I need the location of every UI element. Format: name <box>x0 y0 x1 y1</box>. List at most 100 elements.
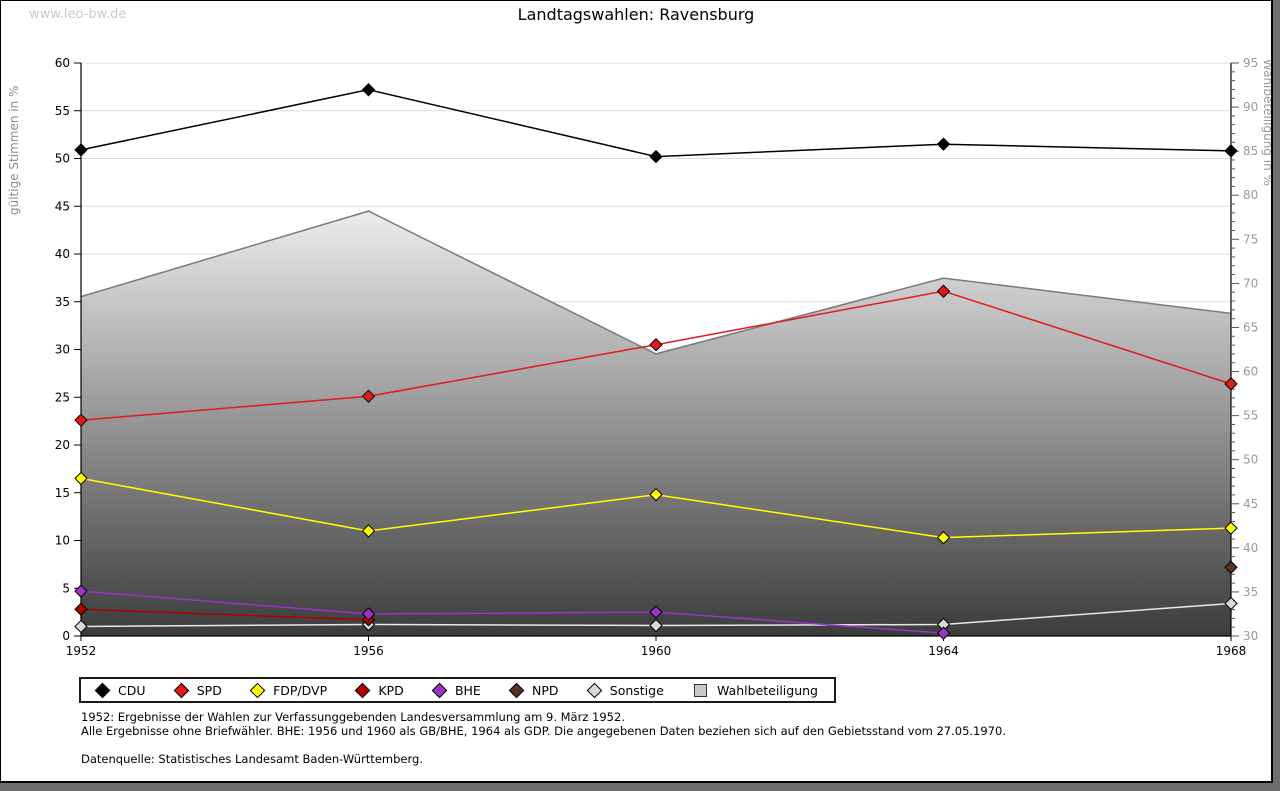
data-point <box>1224 521 1238 535</box>
legend-label: BHE <box>454 682 481 698</box>
svg-text:1964: 1964 <box>928 644 959 658</box>
cdu-diamond-icon <box>94 682 111 698</box>
data-point <box>649 487 663 502</box>
legend-item-fdp-dvp: FDP/DVP <box>249 682 328 698</box>
chart-legend: CDU SPD FDP/DVP KPD BHE NPD Sonstige Wah… <box>79 677 836 703</box>
svg-text:1956: 1956 <box>353 644 384 658</box>
svg-text:15: 15 <box>55 486 70 500</box>
right-axis-title: Wahlbeteiligung in % <box>1261 59 1271 186</box>
svg-text:1960: 1960 <box>641 644 672 658</box>
legend-item-cdu: CDU <box>94 682 146 698</box>
series-cdu <box>74 83 1238 164</box>
svg-text:90: 90 <box>1243 100 1258 114</box>
page-title: Landtagswahlen: Ravensburg <box>517 5 755 24</box>
data-point <box>1224 560 1238 574</box>
footnote-1952: 1952: Ergebnisse der Wahlen zur Verfassu… <box>81 710 625 724</box>
data-point <box>361 607 376 621</box>
data-point <box>649 149 663 164</box>
data-point <box>1224 377 1238 391</box>
data-point <box>361 83 376 97</box>
legend-label: Sonstige <box>609 682 664 698</box>
svg-text:45: 45 <box>55 199 70 213</box>
svg-text:30: 30 <box>1243 629 1258 643</box>
data-point <box>361 389 376 404</box>
data-point <box>74 143 88 157</box>
x-axis-ticks: 1952 1956 1960 1964 1968 <box>66 636 1247 658</box>
legend-label: Wahlbeteiligung <box>717 682 818 698</box>
legend-item-wahlbeteiligung: Wahlbeteiligung <box>694 683 818 698</box>
svg-text:35: 35 <box>55 295 70 309</box>
svg-text:85: 85 <box>1243 144 1258 158</box>
svg-text:35: 35 <box>1243 585 1258 599</box>
legend-label: CDU <box>118 682 146 698</box>
footnote-briefwaehler: Alle Ergebnisse ohne Briefwähler. BHE: 1… <box>81 724 1006 738</box>
legend-label: SPD <box>196 682 222 698</box>
svg-text:65: 65 <box>1243 320 1258 334</box>
legend-label: NPD <box>532 682 559 698</box>
legend-label: KPD <box>378 682 404 698</box>
data-point <box>74 471 88 486</box>
election-line-chart: 0 5 10 15 20 25 30 35 40 45 50 55 60 30 35 40 45 50 55 60 65… <box>7 56 1271 658</box>
npd-diamond-icon <box>508 682 525 698</box>
svg-text:10: 10 <box>55 534 70 548</box>
series-npd <box>1224 560 1238 574</box>
right-axis-ticks: 30 35 40 45 50 55 60 65 70 75 80 85 90 95 <box>1231 56 1258 643</box>
svg-text:60: 60 <box>1243 365 1258 379</box>
data-point <box>649 338 663 352</box>
svg-text:40: 40 <box>1243 541 1258 555</box>
data-point <box>649 605 663 619</box>
left-axis-title: gültige Stimmen in % <box>7 86 21 215</box>
data-point <box>74 584 88 598</box>
bhe-diamond-icon <box>431 682 448 698</box>
svg-text:75: 75 <box>1243 232 1258 246</box>
data-point <box>936 530 951 545</box>
svg-text:55: 55 <box>1243 409 1258 423</box>
data-point <box>649 618 663 633</box>
svg-text:45: 45 <box>1243 497 1258 511</box>
series-fdp-dvp <box>74 471 1238 545</box>
svg-text:80: 80 <box>1243 188 1258 202</box>
svg-text:0: 0 <box>62 629 70 643</box>
svg-text:1952: 1952 <box>66 644 97 658</box>
svg-text:55: 55 <box>55 104 70 118</box>
kpd-diamond-icon <box>355 682 371 698</box>
data-point <box>1224 596 1238 611</box>
svg-text:70: 70 <box>1243 276 1258 290</box>
svg-text:30: 30 <box>55 343 70 357</box>
legend-item-sonstige: Sonstige <box>586 682 664 698</box>
series-spd <box>74 284 1238 427</box>
wahlbeteiligung-square-icon <box>694 683 708 697</box>
svg-text:95: 95 <box>1243 56 1258 70</box>
left-axis-ticks: 0 5 10 15 20 25 30 35 40 45 50 55 60 <box>55 56 81 643</box>
svg-text:25: 25 <box>55 390 70 404</box>
legend-label: FDP/DVP <box>273 682 328 698</box>
data-point <box>936 284 951 298</box>
svg-text:40: 40 <box>55 247 70 261</box>
data-point <box>74 413 88 427</box>
footnote-datenquelle: Datenquelle: Statistisches Landesamt Bad… <box>81 752 423 766</box>
turnout-area <box>80 210 1232 636</box>
svg-text:50: 50 <box>55 152 70 166</box>
svg-text:50: 50 <box>1243 453 1258 467</box>
svg-text:1968: 1968 <box>1216 644 1247 658</box>
fdp-diamond-icon <box>249 682 266 698</box>
data-point <box>74 602 88 616</box>
legend-item-spd: SPD <box>173 682 222 698</box>
svg-text:60: 60 <box>55 56 70 70</box>
legend-item-kpd: KPD <box>355 682 404 698</box>
data-point <box>361 524 376 538</box>
data-point <box>74 619 88 634</box>
svg-text:5: 5 <box>62 581 70 595</box>
spd-diamond-icon <box>173 682 190 698</box>
series-bhe <box>74 584 951 640</box>
sonstige-diamond-icon <box>586 682 603 698</box>
svg-text:20: 20 <box>55 438 70 452</box>
data-point <box>936 137 951 151</box>
data-point <box>1224 144 1238 158</box>
legend-item-npd: NPD <box>508 682 559 698</box>
data-point <box>936 626 951 640</box>
series-sonstige <box>74 596 1238 634</box>
watermark: www.leo-bw.de <box>29 7 127 22</box>
legend-item-bhe: BHE <box>431 682 481 698</box>
